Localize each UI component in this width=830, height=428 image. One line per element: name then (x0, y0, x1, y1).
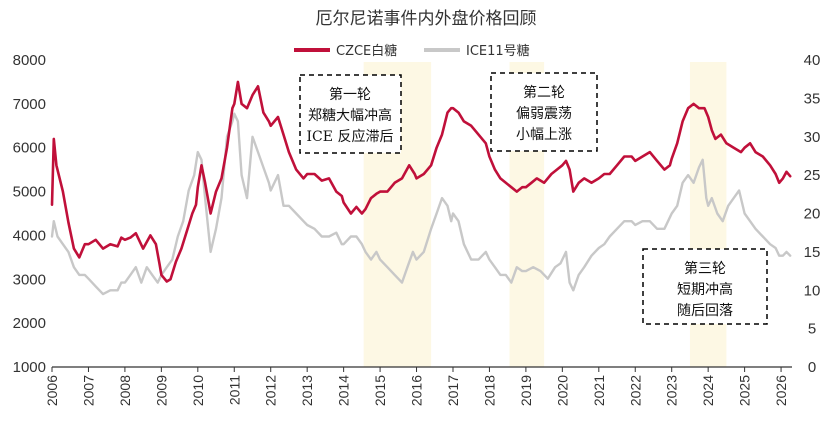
annotation-3-line-1: 第三轮 (684, 260, 726, 277)
right-tick-label: 20 (804, 206, 821, 223)
right-tick-label: 15 (804, 244, 821, 261)
legend: CZCE白糖 ICE11号糖 (294, 43, 530, 59)
x-tick-label: 2021 (591, 375, 607, 406)
x-tick-label: 2015 (372, 375, 388, 406)
x-tick-label: 2008 (117, 375, 133, 406)
x-tick-label: 2007 (80, 375, 96, 406)
series-line-czce (50, 80, 792, 283)
left-tick-label: 1000 (13, 359, 46, 376)
x-tick-label: 2022 (627, 375, 643, 406)
x-tick-label: 2026 (773, 375, 789, 406)
chart-title: 厄尔尼诺事件内外盘价格回顾 (316, 9, 537, 29)
right-tick-label: 35 (804, 90, 821, 107)
right-tick-label: 25 (804, 167, 821, 184)
x-tick-label: 2023 (664, 375, 680, 406)
annotation-frame-2 (490, 72, 598, 152)
x-tick-label: 2011 (226, 375, 242, 405)
x-tick-label: 2018 (481, 375, 497, 406)
left-axis-ticks: 1000 2000 3000 4000 5000 6000 7000 8000 (13, 52, 46, 376)
x-tick-label: 2019 (518, 375, 534, 406)
right-tick-label: 0 (808, 359, 816, 376)
annotation-1-line-1: 第一轮 (329, 86, 371, 103)
annotation-3-line-3: 随后回落 (677, 303, 733, 319)
right-axis-ticks: 0 5 10 15 20 25 30 35 40 (804, 52, 821, 376)
annotation-1-line-2: 郑糖大幅冲高 (308, 107, 392, 124)
x-tick-label: 2020 (554, 375, 570, 406)
annotation-frame-3 (642, 248, 768, 325)
right-tick-label: 5 (808, 321, 816, 338)
x-tick-label: 2024 (700, 375, 716, 406)
x-tick-label: 2016 (409, 375, 425, 406)
x-tick-label: 2025 (737, 375, 753, 406)
x-tick-label: 2010 (190, 375, 206, 406)
right-tick-label: 40 (804, 52, 821, 69)
legend-label-ice: ICE11号糖 (466, 43, 530, 59)
x-tick-label: 2017 (445, 375, 461, 406)
annotation-2-line-2: 偏弱震荡 (516, 106, 572, 122)
series-line-ice (50, 112, 792, 296)
x-tick-label: 2009 (153, 375, 169, 406)
annotation-2-line-3: 小幅上涨 (516, 127, 572, 143)
annotation-box-3: 第三轮 短期冲高 随后回落 (642, 248, 768, 325)
left-tick-label: 8000 (13, 52, 46, 69)
x-tick-label: 2013 (299, 375, 315, 406)
annotation-3-line-2: 短期冲高 (677, 281, 733, 298)
left-tick-label: 7000 (13, 96, 46, 113)
left-tick-label: 2000 (13, 315, 46, 332)
left-tick-label: 5000 (13, 184, 46, 201)
x-axis: 2006 2007 2008 2009 2010 2011 2012 2013 2014 2015… (44, 366, 792, 406)
annotation-box-2: 第二轮 偏弱震荡 小幅上涨 (490, 72, 598, 152)
x-tick-label: 2014 (336, 375, 352, 406)
annotation-frame-1 (299, 74, 402, 154)
series-lines (50, 80, 792, 296)
right-tick-label: 30 (804, 129, 821, 146)
annotation-1-line-3: ICE 反应滞后 (307, 128, 394, 145)
annotation-box-1: 第一轮 郑糖大幅冲高 ICE 反应滞后 (299, 74, 402, 154)
x-tick-label: 2012 (263, 375, 279, 406)
left-tick-label: 4000 (13, 227, 46, 244)
left-tick-label: 3000 (13, 271, 46, 288)
x-tick-label: 2006 (44, 375, 60, 406)
right-tick-label: 10 (804, 282, 821, 299)
legend-label-czce: CZCE白糖 (336, 43, 397, 59)
left-tick-label: 6000 (13, 140, 46, 157)
annotation-2-line-1: 第二轮 (523, 84, 565, 101)
